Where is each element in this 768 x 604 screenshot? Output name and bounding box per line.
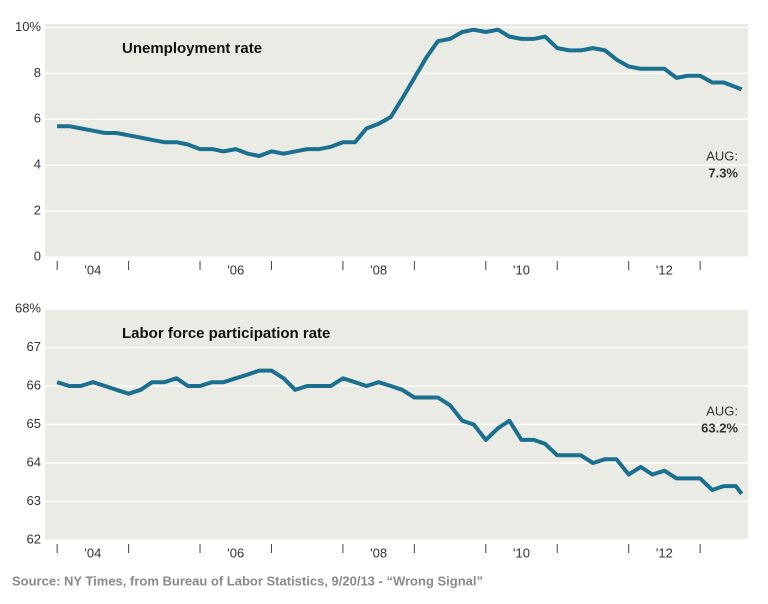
annotation-value: 7.3% (708, 165, 738, 180)
y-tick-label: 4 (34, 157, 41, 172)
data-line (57, 27, 743, 158)
y-tick-label: 65 (27, 416, 41, 431)
annotation-value: 63.2% (701, 420, 738, 435)
x-tick-label: '08 (370, 262, 387, 277)
y-tick-label: 63 (27, 493, 41, 508)
x-tick-label: '04 (84, 262, 101, 277)
y-tick-label: 68% (15, 300, 41, 315)
x-tick-label: '10 (513, 545, 530, 560)
source: Source: NY Times, from Bureau of Labor S… (12, 573, 483, 588)
annotation: AUG: (706, 148, 738, 163)
x-tick-label: '10 (513, 262, 530, 277)
y-tick-label: 2 (34, 203, 41, 218)
y-tick-label: 0 (34, 248, 41, 263)
x-tick-label: '12 (656, 262, 673, 277)
y-tick-label: 6 (34, 111, 41, 126)
x-tick-label: '04 (84, 545, 101, 560)
x-tick-label: '06 (227, 545, 244, 560)
x-tick-label: '06 (227, 262, 244, 277)
y-tick-label: 64 (27, 454, 41, 469)
annotation: AUG: (706, 403, 738, 418)
y-tick-label: 10% (15, 19, 41, 34)
data-line (56, 368, 744, 495)
y-tick-label: 62 (27, 531, 41, 546)
y-tick-label: 66 (27, 377, 41, 392)
y-tick-label: 67 (27, 339, 41, 354)
y-tick-label: 8 (34, 65, 41, 80)
chart-title: Unemployment rate (122, 40, 262, 57)
x-tick-label: '12 (656, 545, 673, 560)
chart-title: Labor force participation rate (122, 325, 330, 342)
x-tick-label: '08 (370, 545, 387, 560)
